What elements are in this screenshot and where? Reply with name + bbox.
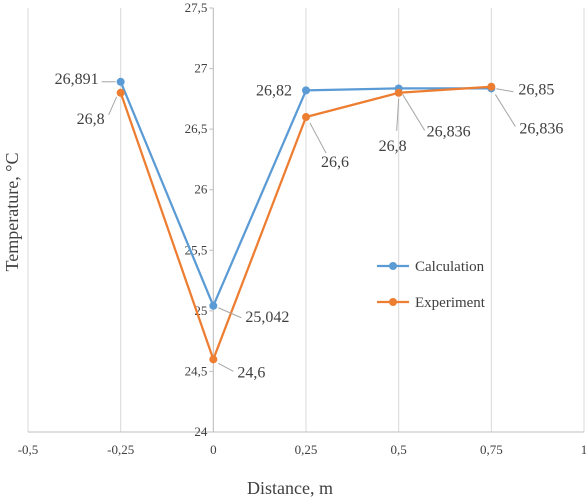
- x-tick-label: 0,75: [480, 442, 503, 457]
- data-point-calculation: [116, 77, 125, 86]
- label-leader-line: [402, 94, 426, 131]
- y-tick-label: 24: [194, 424, 208, 439]
- legend-label-experiment: Experiment: [415, 295, 486, 311]
- x-tick-label: 0: [210, 442, 217, 457]
- legend: Calculation Experiment: [377, 259, 486, 311]
- data-labels: 26,891 25,042 26,82 26,836 26,836 26,8 24,6 26,…: [55, 71, 564, 382]
- x-tick-label: -0,25: [107, 442, 134, 457]
- data-point-calculation: [302, 86, 310, 95]
- x-axis-title: Distance, m: [247, 478, 333, 498]
- data-point-experiment: [209, 355, 218, 364]
- label-leader-line: [218, 362, 234, 372]
- y-tick-label: 24,5: [185, 363, 208, 378]
- data-point-experiment: [116, 88, 125, 97]
- legend-marker-calculation: [389, 262, 397, 270]
- y-tick-label: 27,5: [185, 0, 208, 15]
- legend-label-calculation: Calculation: [415, 259, 485, 275]
- label-leader-line: [309, 122, 327, 154]
- data-point-experiment: [302, 113, 310, 122]
- data-point-experiment: [394, 88, 403, 97]
- y-tick-label: 26,5: [185, 121, 208, 136]
- label-leader-line: [218, 307, 242, 319]
- data-point-experiment: [487, 82, 496, 91]
- grid-lines: [27, 8, 585, 432]
- x-axis-ticks: -0,5 -0,25 0 0,25 0,5 0,75 1: [18, 442, 586, 457]
- label-leader-line: [496, 88, 514, 93]
- data-label-experiment: 24,6: [237, 364, 265, 381]
- data-label-calculation: 25,042: [245, 309, 289, 326]
- x-tick-label: 1: [581, 442, 586, 457]
- x-tick-label: 0,5: [391, 442, 407, 457]
- data-label-calculation: 26,82: [256, 82, 292, 99]
- label-leader-line: [396, 98, 400, 131]
- x-tick-label: -0,5: [18, 442, 39, 457]
- data-label-experiment: 26,6: [321, 154, 349, 171]
- series-group: [116, 77, 496, 364]
- label-leader-line: [108, 96, 118, 116]
- label-leader-line: [494, 94, 516, 127]
- y-axis-title: Temperature, °C: [2, 153, 22, 272]
- data-label-experiment: 26,85: [518, 82, 554, 99]
- y-tick-label: 27: [194, 61, 208, 76]
- y-tick-label: 26: [194, 182, 208, 197]
- data-point-calculation: [209, 301, 218, 310]
- data-label-calculation: 26,836: [427, 123, 471, 140]
- data-label-calculation: 26,891: [55, 71, 99, 88]
- data-label-experiment: 26,8: [77, 111, 105, 128]
- data-label-calculation: 26,836: [519, 120, 563, 137]
- x-tick-label: 0,25: [295, 442, 318, 457]
- data-label-experiment: 26,8: [379, 138, 407, 155]
- y-tick-label: 25,5: [185, 242, 208, 257]
- legend-marker-experiment: [389, 298, 397, 306]
